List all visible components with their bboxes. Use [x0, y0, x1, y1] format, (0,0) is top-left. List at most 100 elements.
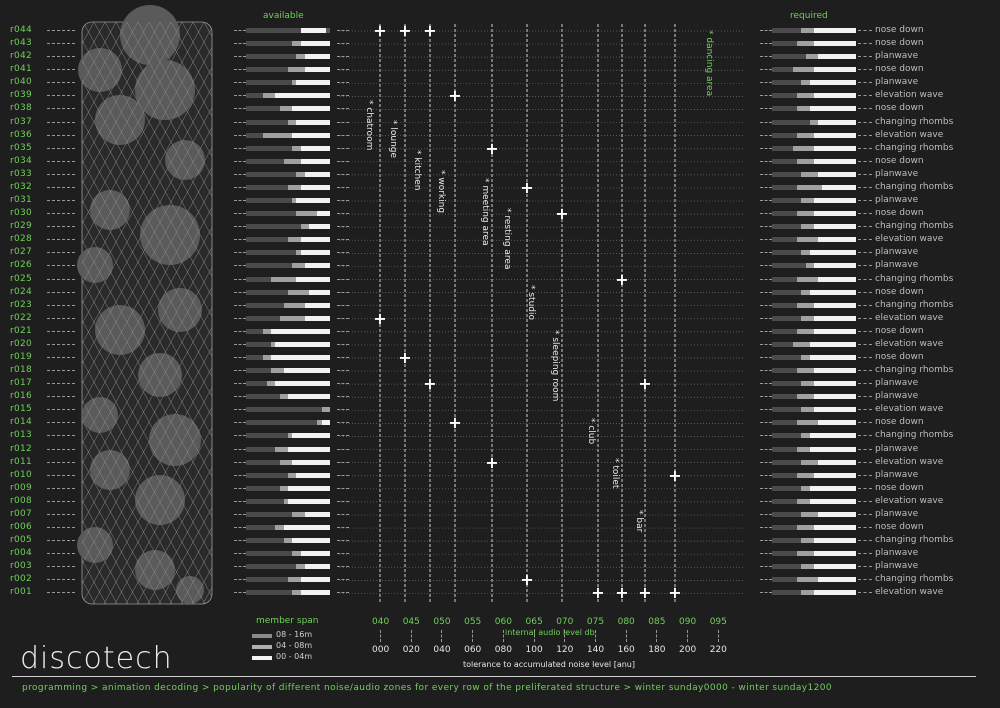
axis-top-label: internal audio level db — [505, 628, 595, 637]
zone-type-label: elevation wave — [875, 129, 944, 140]
row-id-label: r041 — [10, 64, 33, 75]
row-leader-dash — [760, 527, 772, 529]
required-bar-segment — [801, 511, 819, 517]
available-bar-segment — [246, 276, 272, 282]
available-bar-segment — [288, 119, 297, 125]
available-bar-segment — [300, 28, 326, 33]
required-bar — [772, 198, 856, 204]
row-leader-dash — [234, 540, 246, 542]
required-bar-segment — [797, 41, 814, 47]
row-leader-dash — [47, 396, 75, 398]
required-bar-segment — [772, 67, 793, 73]
available-bar-segment — [246, 551, 293, 557]
required-bar-segment — [814, 590, 856, 596]
available-bar-segment — [304, 564, 330, 570]
axis-top-tick: 070 — [556, 617, 574, 627]
row-leader-dash — [47, 239, 75, 241]
row-leader-dash — [760, 409, 772, 411]
row-leader-dash — [47, 186, 75, 188]
row-leader-dash — [858, 579, 872, 581]
available-bar-segment — [246, 211, 297, 217]
available-bar — [246, 263, 330, 269]
axis-tick-line — [564, 630, 566, 642]
required-bar-segment — [818, 171, 856, 177]
required-bar-segment — [772, 224, 802, 230]
axis-tick-line — [502, 630, 504, 642]
available-bar-segment — [292, 106, 330, 112]
row-leader-dash — [234, 160, 246, 162]
row-leader-dash — [337, 317, 349, 319]
row-leader-dash — [47, 474, 75, 476]
row-id-label: r036 — [10, 129, 33, 140]
available-bar-segment — [283, 498, 288, 504]
zone-marker-plus: + — [555, 204, 569, 224]
row-leader-dash — [337, 239, 349, 241]
required-bar-segment — [772, 302, 798, 308]
required-bar — [772, 145, 856, 151]
row-id-label: r038 — [10, 103, 33, 114]
row-leader-dash — [858, 435, 872, 437]
row-id-label: r033 — [10, 168, 33, 179]
row-id-label: r012 — [10, 443, 33, 454]
row-leader-dash — [234, 435, 246, 437]
available-bar-segment — [317, 211, 330, 217]
axis-bottom-tick: 080 — [494, 645, 512, 655]
required-bar-segment — [772, 119, 810, 125]
row-leader-dash — [47, 213, 75, 215]
available-bar — [246, 237, 330, 243]
row-leader-dash — [47, 383, 75, 385]
rhomb-cluster — [135, 60, 195, 120]
row-leader-dash — [760, 357, 772, 358]
available-bar-segment — [246, 80, 293, 86]
row-leader-dash — [337, 474, 349, 476]
axis-top-tick: 075 — [586, 617, 605, 627]
row-leader-dash — [47, 357, 75, 358]
row-leader-dash — [337, 160, 349, 162]
required-bar-segment — [797, 132, 814, 138]
row-leader-dash — [234, 239, 246, 241]
row-id-label: r013 — [10, 430, 33, 441]
zone-column-label: * sleeping room — [550, 330, 560, 402]
axis-bottom-tick: 100 — [525, 645, 543, 655]
required-bar-segment — [801, 590, 814, 596]
row-leader-dash — [858, 357, 872, 358]
required-bar-segment — [814, 564, 856, 570]
row-leader-dash — [337, 513, 349, 515]
row-leader-dash — [337, 357, 349, 358]
zone-type-label: planwave — [875, 443, 919, 454]
row-id-label: r021 — [10, 325, 33, 336]
available-bar-segment — [300, 41, 330, 47]
available-bar-segment — [300, 224, 309, 230]
axis-top-tick: 065 — [525, 617, 543, 627]
row-leader-dash — [760, 474, 772, 476]
available-bar — [246, 93, 330, 99]
available-bar-segment — [246, 420, 318, 426]
axis-bottom-label: tolerance to accumulated noise level [an… — [463, 660, 635, 669]
required-bar-segment — [772, 341, 793, 347]
required-bar-segment — [814, 198, 856, 204]
required-bar-segment — [814, 394, 856, 400]
available-bar — [246, 525, 330, 531]
required-bar — [772, 564, 856, 570]
zone-column-label: * dancing area — [704, 30, 714, 97]
row-leader-dash — [47, 265, 75, 267]
required-bar-segment — [772, 93, 798, 99]
row-id-label: r018 — [10, 365, 33, 376]
axis-tick-line — [410, 630, 412, 642]
required-bar — [772, 250, 856, 256]
available-bar-segment — [246, 315, 280, 321]
footer-caption: programming > animation decoding > popul… — [22, 683, 832, 693]
available-bar — [246, 41, 330, 47]
available-bar-segment — [246, 498, 284, 504]
row-id-label: r002 — [10, 574, 33, 585]
required-bar-segment — [797, 394, 814, 400]
zone-type-label: planwave — [875, 378, 919, 389]
required-bar-segment — [801, 355, 810, 360]
available-bar-segment — [296, 564, 305, 570]
zone-marker-plus: + — [448, 86, 462, 106]
row-leader-dash — [234, 396, 246, 398]
zone-type-label: elevation wave — [875, 312, 944, 323]
zone-type-label: nose down — [875, 352, 924, 362]
row-leader-dash — [234, 383, 246, 385]
required-bar-segment — [822, 184, 856, 190]
